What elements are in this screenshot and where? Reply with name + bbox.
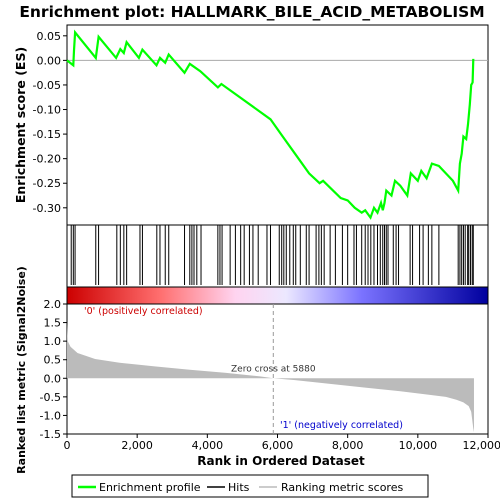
rank-y-tick-label: 0.5 xyxy=(44,354,62,367)
rank-y-axis-label: Ranked list metric (Signal2Noise) xyxy=(15,266,28,474)
rank-y-tick-label: 2.0 xyxy=(44,298,62,311)
negative-correlation-label: '1' (negatively correlated) xyxy=(280,420,403,431)
chart-title: Enrichment plot: HALLMARK_BILE_ACID_META… xyxy=(19,3,484,21)
es-y-axis-label: Enrichment score (ES) xyxy=(13,47,28,203)
rank-x-tick-label: 8,000 xyxy=(332,439,364,452)
rank-x-axis-label: Rank in Ordered Dataset xyxy=(197,454,365,468)
rank-y-tick-label: 1.5 xyxy=(44,317,62,330)
zero-cross-label: Zero cross at 5880 xyxy=(231,364,316,374)
rank-y-tick-label: -1.0 xyxy=(40,409,61,422)
es-y-tick-label: -0.15 xyxy=(33,128,61,141)
rank-x-tick-label: 6,000 xyxy=(262,439,294,452)
es-y-tick-label: 0.00 xyxy=(37,54,62,67)
rank-color-bar xyxy=(66,286,489,305)
es-y-tick-label: -0.25 xyxy=(33,177,61,190)
ranking-metric-area xyxy=(67,322,474,433)
rank-x-tick-label: 0 xyxy=(64,439,71,452)
legend-enrichment-label: Enrichment profile xyxy=(99,481,201,494)
rank-x-tick-label: 12,000 xyxy=(463,439,500,452)
es-y-tick-label: -0.30 xyxy=(33,202,61,215)
hits-frame xyxy=(66,224,489,288)
es-y-tick-label: -0.10 xyxy=(33,104,61,117)
positive-correlation-label: '0' (positively correlated) xyxy=(84,306,203,317)
enrichment-profile-line xyxy=(66,29,475,220)
es-y-tick-label: -0.05 xyxy=(33,79,61,92)
rank-x-tick-label: 4,000 xyxy=(192,439,224,452)
rank-y-tick-label: -0.5 xyxy=(40,391,61,404)
legend-box xyxy=(71,474,429,498)
rank-x-ticks: 0 2,000 4,000 6,000 8,000 10,000 12,000 xyxy=(64,434,500,452)
rank-panel: Zero cross at 5880 '0' (positively corre… xyxy=(15,266,500,474)
rank-y-tick-label: -1.5 xyxy=(40,428,61,441)
hits-panel xyxy=(66,224,489,288)
es-plot-frame xyxy=(66,24,489,226)
es-y-tick-label: -0.20 xyxy=(33,153,61,166)
rank-y-tick-label: 0.0 xyxy=(44,372,62,385)
rank-y-ticks: 2.0 1.5 1.0 0.5 0.0 -0.5 -1.0 -1.5 xyxy=(40,298,67,441)
es-panel: 0.05 0.00 -0.05 -0.10 -0.15 -0.20 -0.25 -0.30 E… xyxy=(13,24,489,226)
rank-x-tick-label: 10,000 xyxy=(399,439,438,452)
legend-hits-label: Hits xyxy=(228,481,250,494)
legend-metric-label: Ranking metric scores xyxy=(281,481,403,494)
es-y-ticks: 0.05 0.00 -0.05 -0.10 -0.15 -0.20 -0.25 -0.30 xyxy=(33,30,67,215)
hit-marks xyxy=(70,225,474,285)
rank-x-tick-label: 2,000 xyxy=(121,439,153,452)
rank-y-tick-label: 1.0 xyxy=(44,335,62,348)
es-y-tick-label: 0.05 xyxy=(37,30,62,43)
legend: Enrichment profile Hits Ranking metric s… xyxy=(71,474,429,498)
